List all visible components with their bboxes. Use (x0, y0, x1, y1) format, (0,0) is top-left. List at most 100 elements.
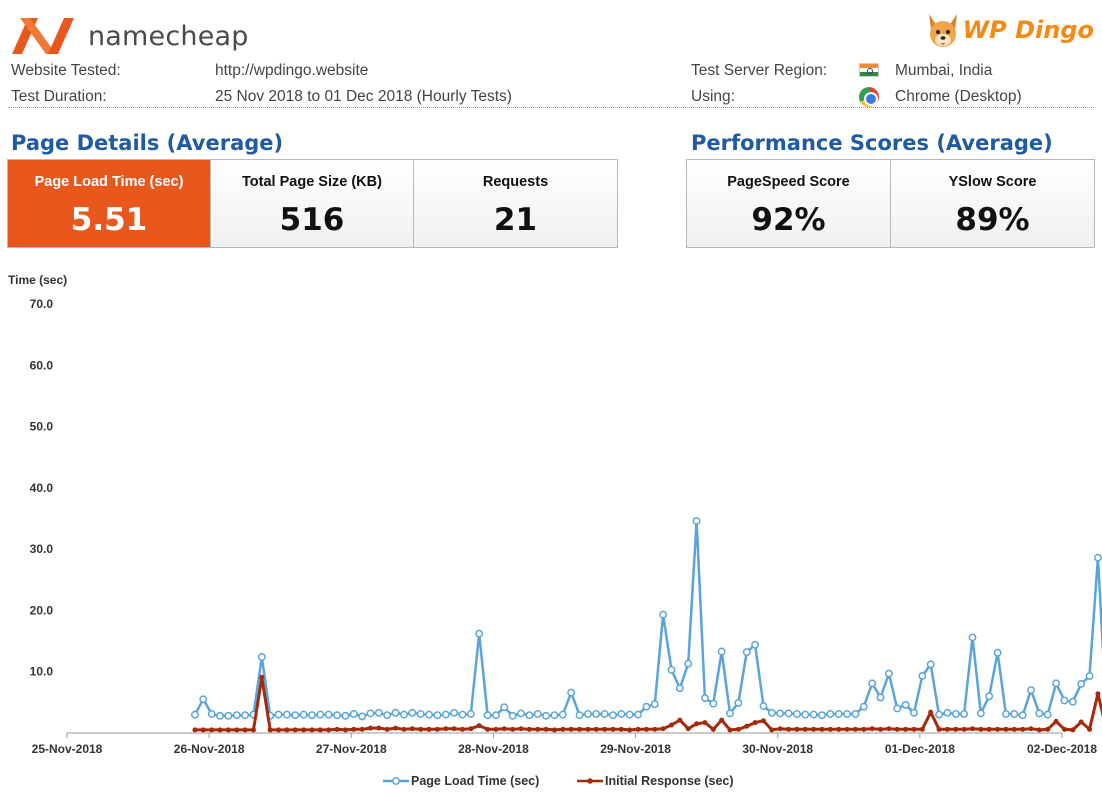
data-point-page-load (976, 709, 985, 718)
x-tick-label: 02-Dec-2018 (1027, 742, 1097, 756)
data-point-initial-response (1028, 726, 1034, 732)
x-tick-label: 27-Nov-2018 (316, 742, 387, 756)
data-point-page-load (291, 711, 300, 720)
data-point-initial-response (1078, 719, 1084, 725)
data-point-initial-response (1011, 726, 1017, 732)
data-point-page-load (466, 710, 475, 718)
pagespeed-value: 92% (751, 202, 826, 238)
data-point-initial-response (610, 726, 616, 732)
data-point-initial-response (451, 726, 457, 732)
data-point-initial-response (501, 726, 507, 732)
data-point-page-load (642, 702, 651, 711)
data-point-page-load (843, 710, 852, 718)
data-point-initial-response (727, 727, 733, 733)
data-point-page-load (349, 710, 358, 718)
load-time-chart: Time (sec) 70.0 60.0 50.0 40.0 30.0 20.0 10.0 … (0, 268, 1102, 797)
data-point-initial-response (836, 726, 842, 732)
data-point-page-load (341, 711, 350, 720)
data-point-page-load (726, 709, 734, 718)
legend-label: Initial Response (sec) (605, 774, 734, 788)
data-point-initial-response (710, 726, 716, 732)
data-point-page-load (383, 711, 392, 720)
data-point-page-load (717, 647, 726, 656)
data-point-page-load (767, 708, 776, 717)
data-point-initial-response (560, 726, 566, 732)
data-point-page-load (550, 711, 559, 720)
data-point-initial-response (459, 726, 465, 732)
data-point-page-load (826, 710, 835, 718)
data-point-initial-response (969, 726, 975, 732)
using-value: Chrome (Desktop) (895, 88, 1022, 105)
data-point-page-load (918, 672, 927, 680)
data-point-page-load (1093, 553, 1102, 562)
x-tick-label: 25-Nov-2018 (32, 742, 103, 756)
data-point-initial-response (476, 723, 482, 729)
data-point-initial-response (827, 726, 833, 732)
data-point-initial-response (242, 727, 248, 733)
chrome-icon (859, 87, 879, 107)
requests-label: Requests (482, 174, 549, 190)
page-details-cards: Page Load Time (sec) 5.51 Total Page Siz… (7, 159, 618, 248)
data-point-page-load (759, 702, 768, 710)
wpdingo-wordmark: WP Dingo (962, 16, 1094, 44)
data-point-page-load (1018, 711, 1027, 720)
x-tick-label: 30-Nov-2018 (742, 742, 813, 756)
data-point-initial-response (744, 723, 750, 729)
performance-cards: PageSpeed Score 92% YSlow Score 89% (686, 159, 1095, 248)
data-point-initial-response (894, 726, 900, 732)
data-point-initial-response (752, 720, 758, 726)
data-point-initial-response (986, 726, 992, 732)
data-point-page-load (634, 710, 643, 719)
data-point-initial-response (844, 726, 850, 732)
data-point-initial-response (878, 726, 884, 732)
data-point-page-load (316, 710, 325, 719)
data-point-page-load (1027, 686, 1035, 695)
data-point-page-load (575, 711, 584, 720)
y-tick-label: 50.0 (30, 420, 54, 434)
wpdingo-logo: WP Dingo (925, 8, 1094, 52)
data-point-page-load (960, 710, 969, 718)
website-tested-value: http://wpdingo.website (215, 62, 369, 79)
y-axis-label: Time (sec) (8, 273, 67, 287)
data-point-initial-response (685, 726, 691, 732)
data-point-initial-response (317, 727, 323, 733)
data-point-initial-response (568, 726, 574, 732)
data-point-page-load (609, 711, 617, 720)
data-point-initial-response (468, 726, 474, 732)
data-point-initial-response (995, 726, 1001, 732)
data-point-initial-response (393, 725, 399, 731)
data-point-page-load (1060, 696, 1069, 705)
server-region-label: Test Server Region: (691, 62, 828, 79)
data-point-initial-response (359, 726, 365, 732)
data-point-initial-response (602, 726, 608, 732)
pagespeed-label: PageSpeed Score (727, 174, 850, 190)
data-point-page-load (650, 700, 659, 709)
y-tick-label: 70.0 (30, 297, 54, 311)
data-point-initial-response (384, 726, 390, 732)
data-point-initial-response (702, 720, 708, 726)
data-point-initial-response (819, 726, 825, 732)
data-point-page-load (968, 633, 977, 642)
data-point-page-load (1001, 710, 1010, 718)
x-tick-label: 26-Nov-2018 (174, 742, 245, 756)
data-point-initial-response (259, 674, 265, 680)
data-point-initial-response (802, 726, 808, 732)
data-point-page-load (567, 688, 576, 697)
data-point-page-load (475, 629, 484, 638)
data-point-initial-response (342, 727, 348, 733)
data-point-initial-response (434, 726, 440, 732)
data-point-initial-response (760, 718, 766, 724)
data-point-initial-response (309, 727, 315, 733)
data-point-page-load (299, 710, 308, 719)
data-point-initial-response (735, 726, 741, 732)
data-point-initial-response (493, 726, 499, 732)
data-point-initial-response (652, 726, 658, 732)
data-point-page-load (324, 710, 333, 719)
data-point-initial-response (351, 726, 357, 732)
data-point-page-load (391, 708, 400, 717)
data-point-initial-response (301, 727, 307, 733)
data-point-page-load (508, 711, 517, 720)
data-point-initial-response (1003, 726, 1009, 732)
data-point-page-load (809, 710, 818, 719)
data-point-page-load (684, 659, 693, 668)
